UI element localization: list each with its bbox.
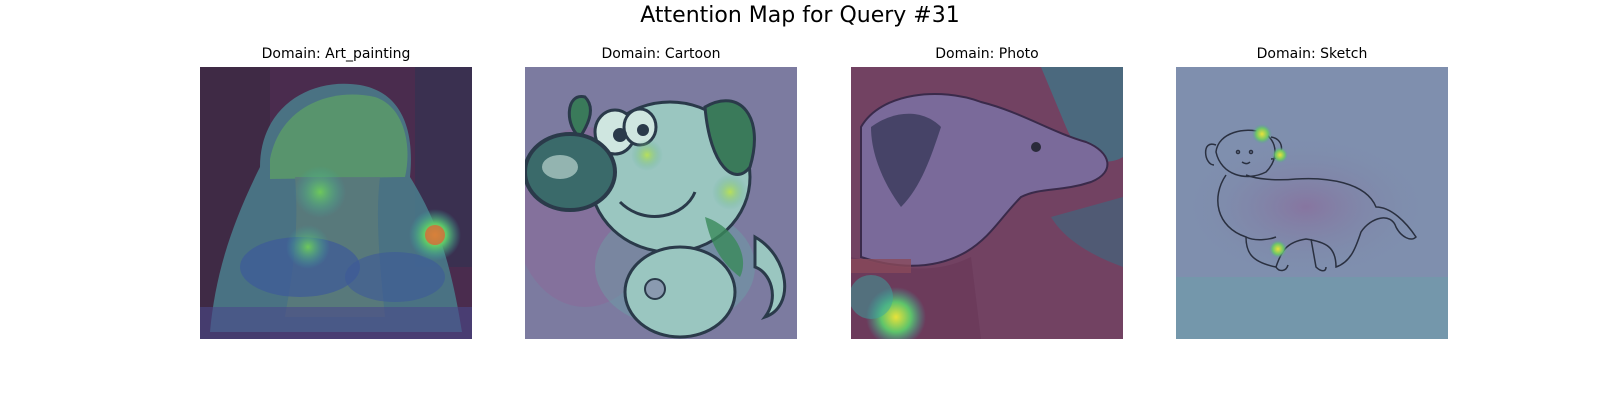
attention-map-cartoon [525, 67, 797, 339]
panel-sketch: Domain: Sketch [1176, 44, 1448, 339]
attention-map-photo [851, 67, 1123, 339]
attention-map-art-painting [200, 67, 472, 339]
panel-art-painting: Domain: Art_painting [200, 44, 472, 339]
panel-title: Domain: Cartoon [601, 46, 721, 62]
panel-title: Domain: Photo [935, 46, 1039, 62]
attention-map-sketch [1176, 67, 1448, 339]
figure-title: Attention Map for Query #31 [640, 3, 960, 28]
panel-title: Domain: Art_painting [261, 46, 411, 62]
panel-photo: Domain: Photo [851, 44, 1123, 339]
panel-title: Domain: Sketch [1256, 46, 1368, 62]
panel-cartoon: Domain: Cartoon [525, 44, 797, 339]
